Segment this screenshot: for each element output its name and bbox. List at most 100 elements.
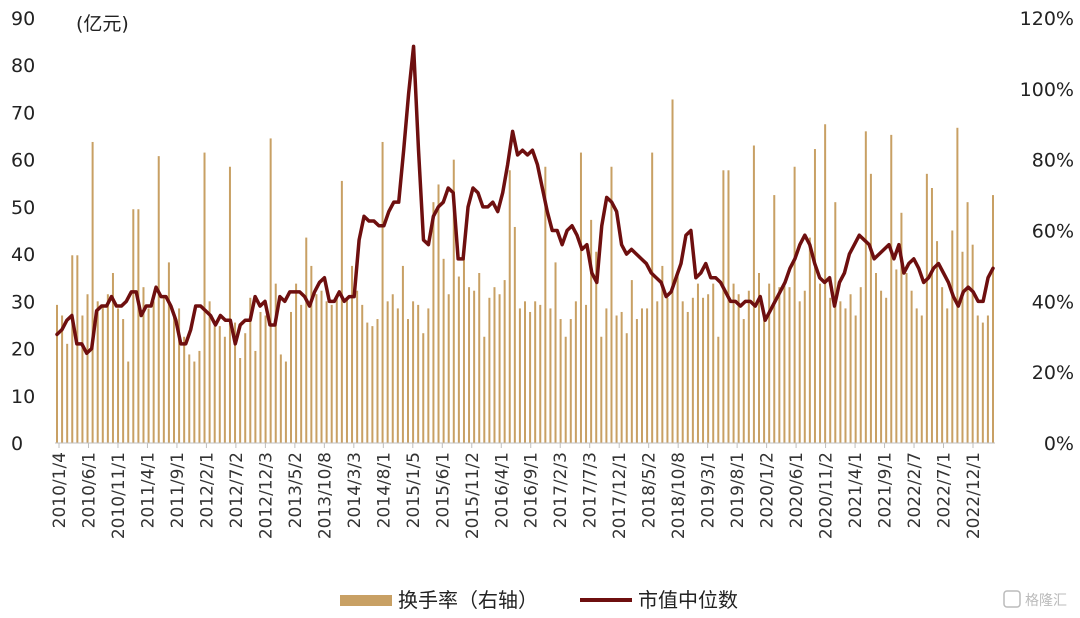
x-tick-label: 2022/2/7: [905, 452, 925, 528]
turnover-bar: [803, 290, 806, 443]
turnover-bar: [651, 152, 654, 443]
turnover-bar: [269, 138, 272, 444]
turnover-bar: [890, 134, 893, 444]
turnover-bar: [717, 336, 720, 443]
turnover-bar: [976, 315, 979, 443]
turnover-bar: [752, 145, 755, 443]
turnover-bar: [518, 308, 521, 443]
turnover-bar: [600, 336, 603, 443]
turnover-bar: [885, 297, 888, 443]
turnover-bar: [356, 290, 359, 443]
turnover-bar: [544, 166, 547, 443]
turnover-bar: [646, 308, 649, 443]
left-axis-ticks: 0 10 20 30 40 50 60 70 80 90: [11, 8, 35, 455]
turnover-bar: [437, 184, 440, 443]
turnover-bar: [351, 265, 354, 443]
turnover-bar: [188, 354, 191, 443]
turnover-bar: [132, 209, 135, 443]
turnover-bar: [457, 276, 460, 443]
turnover-bar: [696, 283, 699, 444]
x-tick-label: 2015/1/5: [404, 452, 424, 528]
left-tick-label: 50: [11, 197, 35, 219]
turnover-bar: [966, 202, 969, 443]
turnover-bar: [101, 304, 104, 444]
turnover-bar: [340, 180, 343, 444]
turnover-bar: [56, 304, 58, 444]
left-tick-label: 70: [11, 102, 35, 124]
turnover-bar: [305, 237, 308, 443]
turnover-bar: [335, 297, 338, 443]
turnover-bar: [462, 255, 465, 443]
turnover-bar: [641, 308, 643, 443]
turnover-bar: [223, 336, 226, 443]
turnover-bar: [961, 251, 964, 443]
turnover-bar: [183, 336, 186, 443]
turnover-bar: [615, 315, 618, 443]
left-tick-label: 90: [11, 8, 35, 30]
turnover-bar: [173, 315, 175, 443]
turnover-bar: [590, 219, 593, 444]
right-tick-label: 20%: [1032, 362, 1074, 384]
x-tick-label: 2021/9/1: [876, 452, 896, 528]
turnover-bar: [920, 315, 923, 443]
turnover-bar: [539, 304, 542, 444]
turnover-bar: [127, 361, 130, 443]
turnover-bar: [910, 290, 913, 443]
turnover-bar: [844, 308, 847, 443]
turnover-bar: [503, 280, 506, 443]
turnover-bar: [106, 294, 109, 443]
turnover-bar: [620, 311, 623, 443]
x-tick-label: 2019/3/1: [699, 452, 719, 528]
turnover-bar: [783, 283, 786, 444]
watermark-logo-icon: [1003, 590, 1021, 608]
turnover-bar: [310, 265, 313, 443]
turnover-bar: [839, 301, 842, 443]
turnover-bar: [778, 287, 781, 443]
market-cap-median-polyline: [55, 44, 995, 356]
turnover-bar: [213, 326, 216, 444]
turnover-bar: [422, 333, 425, 443]
turnover-bar: [371, 326, 374, 444]
x-axis-ticks: 2010/1/4 2010/6/1 2010/11/1 2011/4/1 2011/9/…: [50, 443, 984, 539]
turnover-bar: [218, 326, 221, 444]
turnover-bar: [524, 301, 526, 443]
turnover-bar: [869, 173, 872, 443]
x-tick-label: 2014/8/1: [374, 452, 394, 528]
turnover-bar: [900, 212, 903, 443]
turnover-bar: [666, 297, 669, 443]
turnover-bar: [981, 322, 984, 443]
turnover-bar: [274, 283, 277, 444]
x-tick-label: 2017/2/3: [551, 452, 571, 528]
left-tick-label: 60: [11, 150, 35, 172]
x-tick-label: 2016/9/1: [522, 452, 542, 528]
turnover-bar: [498, 294, 501, 443]
turnover-bar: [956, 127, 959, 443]
turnover-bar: [875, 273, 877, 443]
turnover-bar: [808, 237, 811, 443]
x-tick-label: 2017/12/1: [610, 452, 630, 539]
turnover-bar: [671, 99, 674, 444]
turnover-bar: [574, 301, 577, 443]
turnover-bar: [793, 166, 796, 443]
x-tick-label: 2016/4/1: [492, 452, 512, 528]
turnover-bar: [951, 230, 954, 443]
x-tick-label: 2010/1/4: [50, 452, 70, 528]
right-axis-ticks: 0% 20% 40% 60% 80% 100% 120%: [1020, 8, 1074, 455]
watermark-text: 格隆汇: [1025, 593, 1067, 609]
turnover-bar: [941, 287, 944, 443]
turnover-bar: [930, 188, 933, 443]
turnover-bar: [905, 273, 908, 443]
turnover-bar: [208, 301, 211, 443]
turnover-bar: [595, 251, 598, 443]
x-tick-label: 2013/5/2: [286, 452, 306, 528]
turnover-bar: [81, 315, 84, 443]
right-tick-label: 40%: [1032, 291, 1074, 313]
turnover-bar: [239, 358, 242, 443]
turnover-bar: [788, 287, 791, 443]
turnover-bar: [763, 311, 766, 443]
turnover-bar: [167, 262, 170, 444]
turnover-bar: [442, 258, 445, 443]
turnover-bar: [483, 336, 486, 443]
turnover-bar: [707, 294, 710, 443]
turnover-bar: [625, 333, 628, 443]
